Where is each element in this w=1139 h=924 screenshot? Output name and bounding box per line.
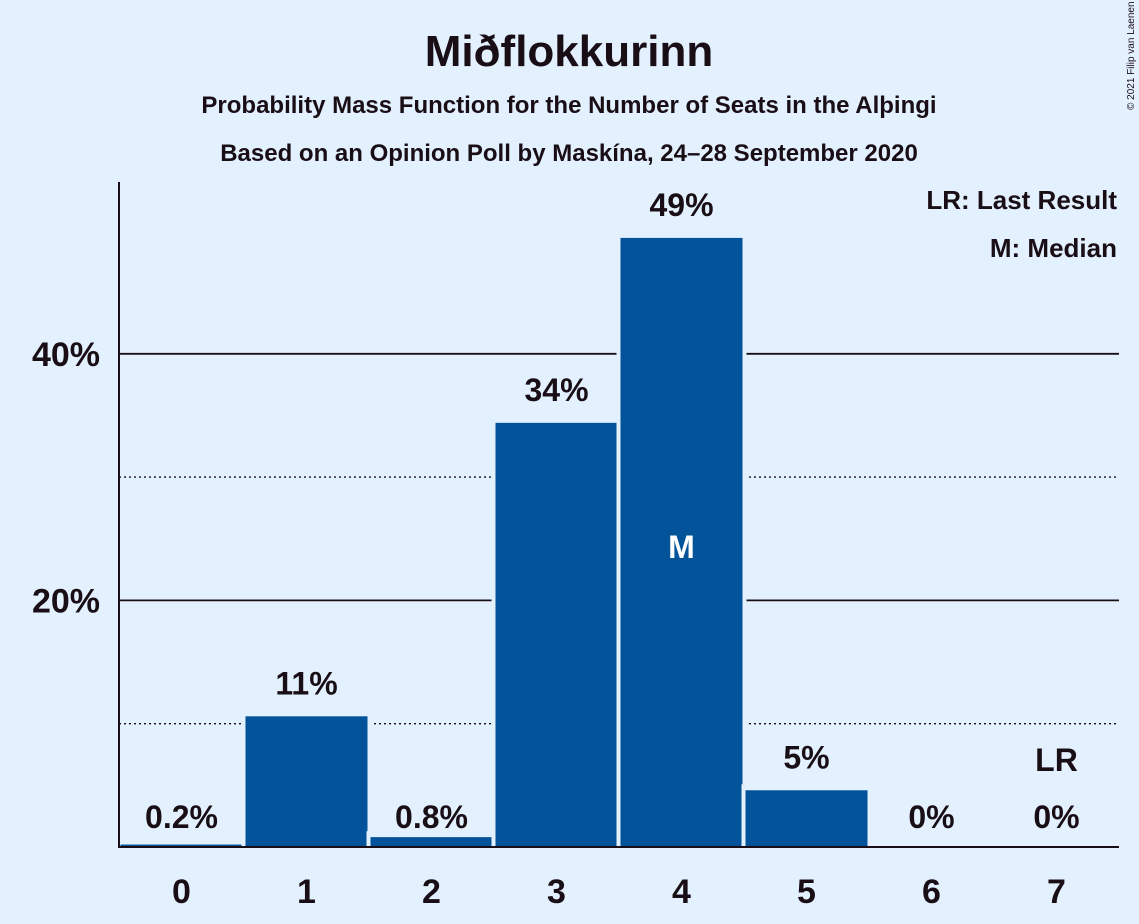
x-tick-label: 5	[797, 873, 816, 911]
bar-value-label: 0.8%	[395, 799, 468, 835]
bar-seats-5	[745, 790, 868, 847]
bar-seats-2	[370, 837, 493, 847]
x-tick-label: 4	[672, 873, 691, 911]
bar-gap-mask	[116, 838, 247, 847]
bar-seats-1	[245, 716, 368, 847]
y-tick-label: 20%	[32, 582, 100, 620]
chart-subtitle-2: Based on an Opinion Poll by Maskína, 24–…	[220, 140, 918, 167]
bar-value-label: 5%	[783, 739, 829, 775]
bar-value-label: 49%	[649, 187, 713, 223]
x-tick-label: 7	[1047, 873, 1066, 911]
bar-value-label: 0.2%	[145, 799, 218, 835]
bar-seats-3	[495, 422, 618, 847]
bar-value-label: 0%	[1033, 799, 1079, 835]
bar-value-label: 0%	[908, 799, 954, 835]
x-tick-label: 1	[297, 873, 316, 911]
legend-last-result: LR: Last Result	[926, 185, 1117, 215]
legend-median: M: Median	[990, 233, 1117, 263]
median-marker: M	[668, 529, 695, 565]
y-tick-label: 40%	[32, 336, 100, 374]
x-tick-label: 2	[422, 873, 441, 911]
bar-value-label: 34%	[524, 372, 588, 408]
chart-title: Miðflokkurinn	[425, 27, 713, 76]
x-tick-label: 3	[547, 873, 566, 911]
bar-seats-4	[620, 237, 743, 847]
axes-group	[118, 182, 1119, 848]
last-result-marker: LR	[1035, 742, 1078, 778]
chart-subtitle-1: Probability Mass Function for the Number…	[201, 92, 936, 119]
bar-value-label: 11%	[275, 665, 337, 701]
x-tick-label: 0	[172, 873, 191, 911]
labels-group: 20% 40% 0.2% 0 11% 1 0.8% 2 34% 3 49% 4 M 5% 5 0% 6 LR 0% 7	[32, 187, 1080, 911]
bar-seats-0	[120, 844, 243, 847]
copyright-note: © 2021 Filip van Laenen	[1126, 1, 1137, 110]
x-tick-label: 6	[922, 873, 941, 911]
bars-group	[116, 231, 872, 847]
